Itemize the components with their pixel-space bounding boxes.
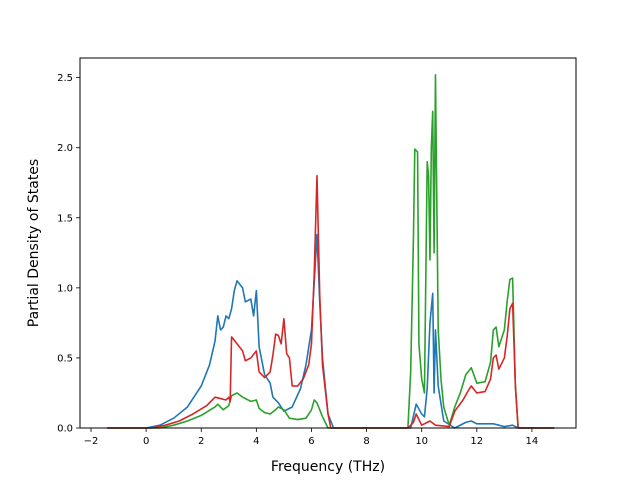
y-tick-label: 0.5 [57,353,73,364]
series-line-2 [106,74,555,429]
x-tick-label: 12 [470,436,483,447]
plot-area-frame [79,57,577,429]
x-tick-label: 14 [526,436,539,447]
series-line-3 [106,174,555,429]
y-tick-label: 1.0 [57,283,73,294]
x-tick-label: 0 [143,436,149,447]
x-tick-label: 6 [308,436,314,447]
x-tick-label: 4 [253,436,259,447]
y-axis-label: Partial Density of States [26,159,42,327]
y-tick-label: 2.0 [57,143,73,154]
x-tick-label: −2 [84,436,99,447]
y-tick-label: 2.5 [57,73,73,84]
y-tick-label: 0.0 [57,424,73,435]
x-tick-label: 10 [415,436,428,447]
x-tick-label: 8 [363,436,369,447]
y-tick-label: 1.5 [57,213,73,224]
series-line-1 [106,233,555,429]
series-group [106,74,555,429]
x-axis-label: Frequency (THz) [271,459,385,475]
tick-group: −2 0 2 4 6 8 10 12 14 0.0 0.5 1.0 1.5 2.0 2.5 [57,73,538,447]
x-tick-label: 2 [198,436,204,447]
